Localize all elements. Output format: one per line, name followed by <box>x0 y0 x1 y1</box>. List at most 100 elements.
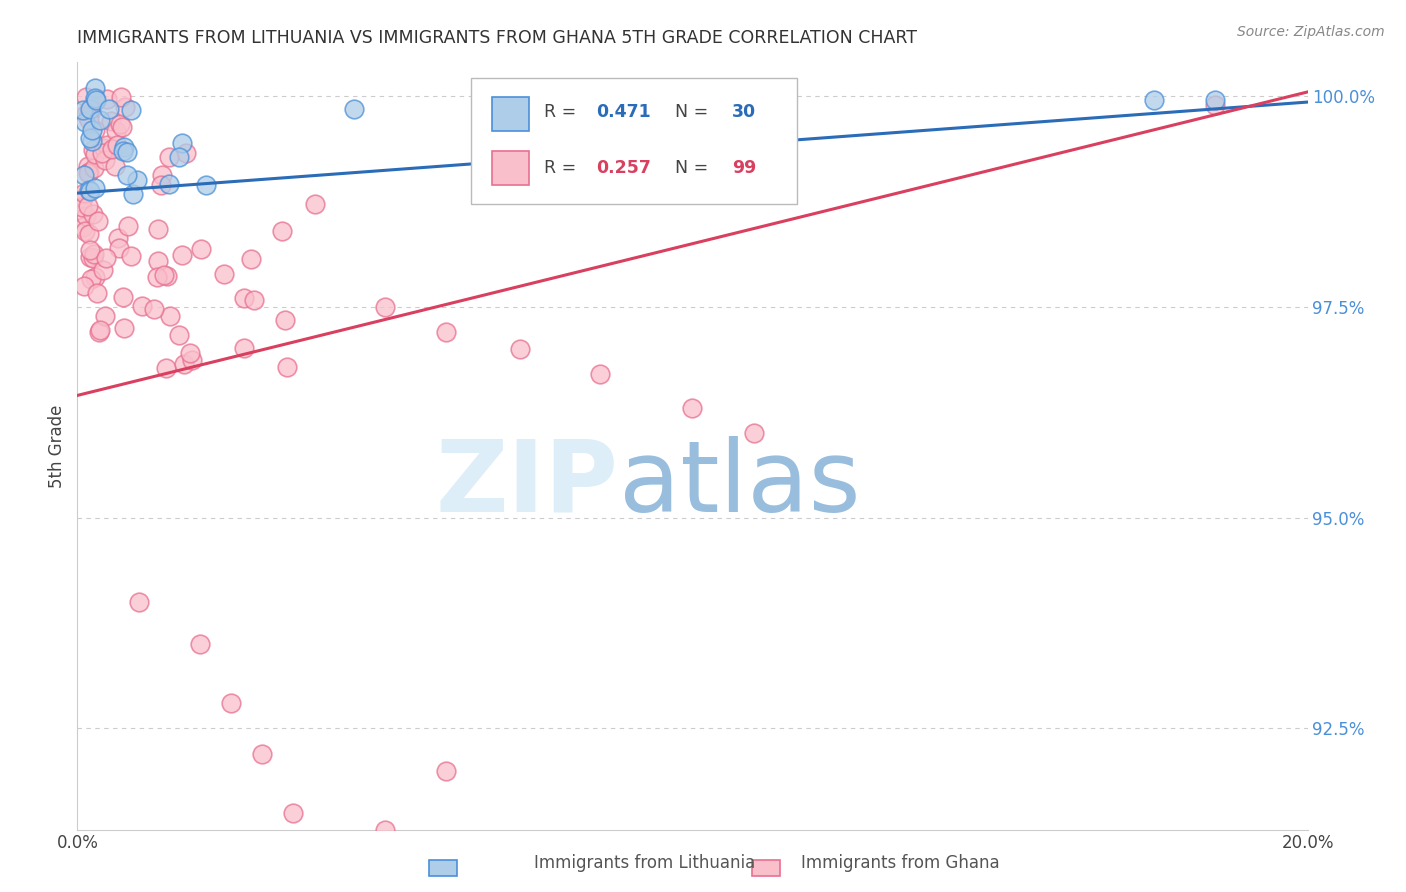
Point <box>84 93 107 107</box>
Point <box>159 309 181 323</box>
Point <box>72 103 94 117</box>
Point <box>83 161 105 175</box>
Point <box>80 134 103 148</box>
Point <box>170 248 193 262</box>
Point <box>79 130 101 145</box>
Point <box>100 114 122 128</box>
Point <box>77 113 100 128</box>
Point <box>93 141 115 155</box>
Point <box>146 254 169 268</box>
Point <box>72 191 94 205</box>
FancyBboxPatch shape <box>471 78 797 204</box>
Point <box>131 299 153 313</box>
Point <box>100 142 122 156</box>
Point <box>271 224 294 238</box>
Point <box>117 219 139 233</box>
Point <box>128 595 150 609</box>
Point <box>145 270 167 285</box>
Point <box>79 243 101 257</box>
Point <box>75 107 97 121</box>
Point <box>79 102 101 116</box>
Point <box>167 328 190 343</box>
Point <box>75 224 97 238</box>
Point <box>274 313 297 327</box>
Point <box>157 177 180 191</box>
Text: Immigrants from Lithuania: Immigrants from Lithuania <box>534 855 755 872</box>
Point <box>276 360 298 375</box>
Point <box>233 341 256 355</box>
Point <box>80 123 103 137</box>
Point <box>157 150 180 164</box>
Point <box>77 160 100 174</box>
Point <box>87 214 110 228</box>
Point <box>1204 97 1226 112</box>
Point <box>589 368 612 382</box>
Point <box>281 805 304 820</box>
Text: 99: 99 <box>733 159 756 177</box>
Point <box>83 95 105 109</box>
Point <box>156 268 179 283</box>
Point <box>72 219 94 234</box>
Point <box>80 272 103 286</box>
Point <box>115 168 138 182</box>
Text: Source: ZipAtlas.com: Source: ZipAtlas.com <box>1237 25 1385 39</box>
Point <box>84 270 107 285</box>
Point <box>87 325 110 339</box>
Point <box>343 102 366 116</box>
Point <box>682 401 704 415</box>
Point <box>72 200 94 214</box>
Point <box>89 323 111 337</box>
Point <box>374 300 396 314</box>
Point <box>179 346 201 360</box>
Point <box>188 637 212 651</box>
Point <box>82 252 104 266</box>
Point <box>104 124 127 138</box>
Text: ZIP: ZIP <box>436 436 619 533</box>
Point <box>77 227 100 241</box>
Point <box>148 222 170 236</box>
Point <box>72 168 94 182</box>
Point <box>169 150 191 164</box>
Point <box>742 426 765 441</box>
Point <box>112 144 135 158</box>
Text: 30: 30 <box>733 103 756 121</box>
Point <box>436 325 458 339</box>
Text: 0.257: 0.257 <box>596 159 651 177</box>
Point <box>1204 94 1226 108</box>
Text: R =: R = <box>544 103 581 121</box>
Point <box>89 112 111 127</box>
Text: 0.471: 0.471 <box>596 103 651 121</box>
Point <box>127 173 149 187</box>
Point <box>84 180 107 194</box>
Point <box>122 187 145 202</box>
Text: R =: R = <box>544 159 581 177</box>
Point <box>86 285 108 300</box>
Point <box>250 747 273 761</box>
Text: atlas: atlas <box>619 436 860 533</box>
Bar <box>492 151 529 186</box>
Bar <box>492 97 529 131</box>
Point <box>212 267 235 281</box>
Point <box>195 178 218 192</box>
Point <box>83 81 105 95</box>
Point <box>97 102 120 116</box>
Point <box>77 166 100 180</box>
Point <box>107 230 129 244</box>
Point <box>94 251 117 265</box>
Point <box>96 137 118 152</box>
Point <box>94 309 117 323</box>
Point <box>75 209 97 223</box>
Point <box>173 357 195 371</box>
Text: Immigrants from Ghana: Immigrants from Ghana <box>801 855 1000 872</box>
Point <box>174 146 197 161</box>
Point <box>233 291 256 305</box>
Point <box>181 353 204 368</box>
Point <box>82 207 104 221</box>
Point <box>105 137 128 152</box>
Point <box>150 168 173 182</box>
Point <box>83 247 105 261</box>
Point <box>142 301 165 316</box>
Point <box>112 139 135 153</box>
Y-axis label: 5th Grade: 5th Grade <box>48 404 66 488</box>
Point <box>80 104 103 119</box>
